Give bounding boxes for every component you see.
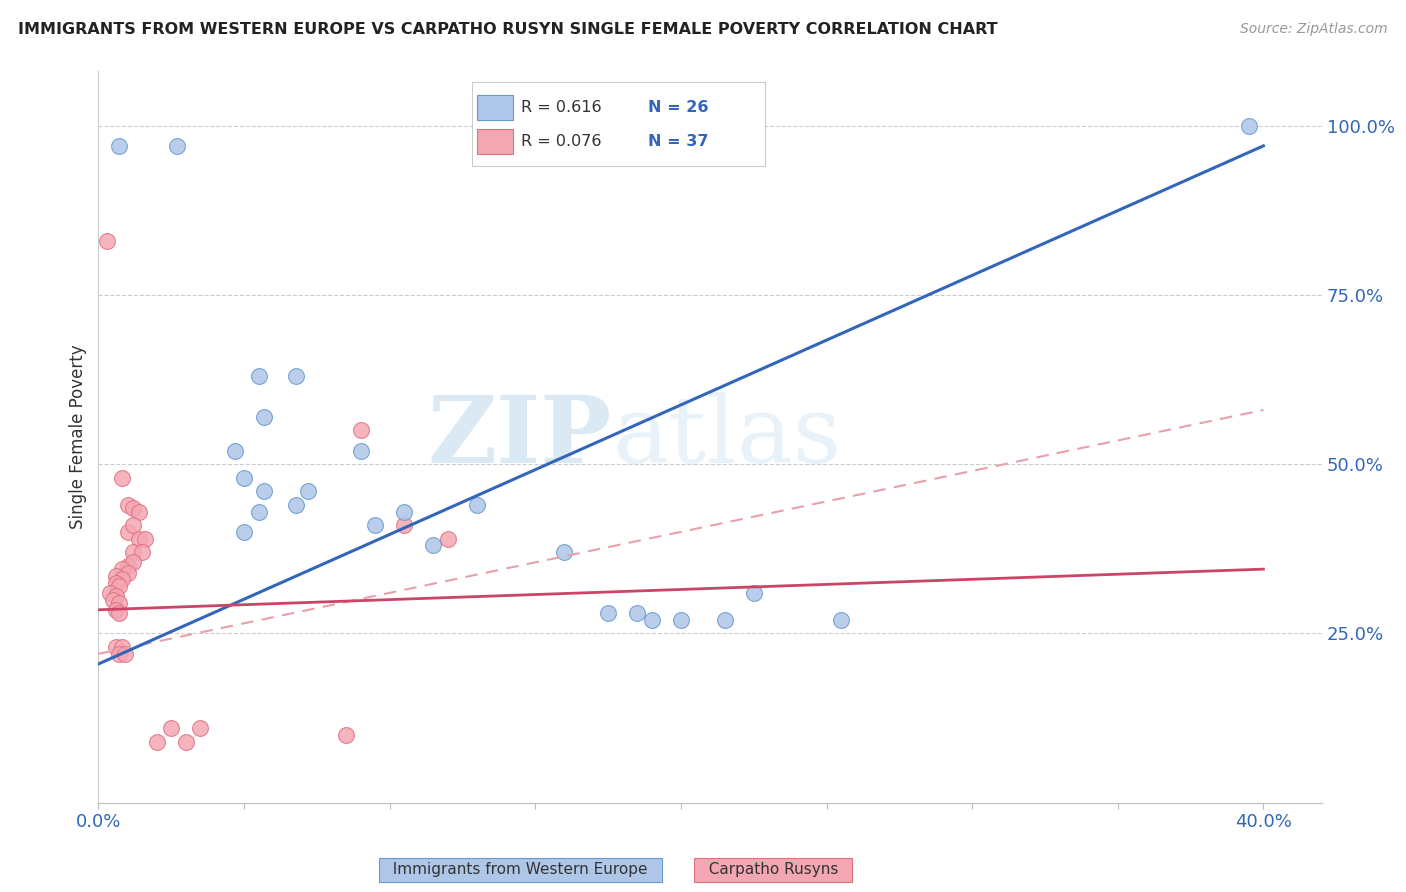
Point	[128, 532, 150, 546]
Point	[117, 498, 139, 512]
Point	[108, 596, 131, 610]
Point	[669, 613, 692, 627]
Point	[253, 409, 276, 424]
Point	[253, 484, 276, 499]
Point	[596, 606, 619, 620]
Point	[392, 518, 416, 533]
Text: IMMIGRANTS FROM WESTERN EUROPE VS CARPATHO RUSYN SINGLE FEMALE POVERTY CORRELATI: IMMIGRANTS FROM WESTERN EUROPE VS CARPAT…	[18, 22, 998, 37]
Point	[247, 505, 270, 519]
Point	[122, 518, 145, 533]
Point	[285, 498, 308, 512]
Point	[349, 443, 371, 458]
Point	[134, 532, 156, 546]
Point	[437, 532, 460, 546]
Point	[233, 524, 256, 539]
Point	[1237, 119, 1260, 133]
Point	[111, 471, 134, 485]
Text: ZIP: ZIP	[427, 392, 612, 482]
Point	[713, 613, 735, 627]
Point	[742, 586, 765, 600]
Point	[233, 471, 256, 485]
Point	[626, 606, 648, 620]
Point	[422, 538, 444, 552]
Text: Immigrants from Western Europe: Immigrants from Western Europe	[382, 863, 658, 877]
Point	[349, 423, 371, 437]
Point	[108, 606, 131, 620]
Point	[392, 505, 416, 519]
Point	[364, 518, 387, 533]
Point	[166, 139, 188, 153]
Point	[111, 572, 134, 586]
Point	[122, 555, 145, 569]
Point	[128, 505, 150, 519]
Point	[104, 640, 127, 654]
Point	[830, 613, 852, 627]
Point	[247, 369, 270, 384]
Point	[145, 735, 167, 749]
Point	[114, 647, 136, 661]
Point	[104, 589, 127, 603]
Point	[188, 721, 212, 735]
Text: Carpatho Rusyns: Carpatho Rusyns	[699, 863, 848, 877]
Point	[553, 545, 575, 559]
Point	[111, 562, 134, 576]
Point	[117, 558, 139, 573]
Point	[122, 545, 145, 559]
Point	[104, 575, 127, 590]
Point	[111, 640, 134, 654]
Point	[117, 524, 139, 539]
Point	[104, 603, 127, 617]
Point	[101, 592, 124, 607]
Point	[104, 569, 127, 583]
Point	[160, 721, 183, 735]
Point	[224, 443, 246, 458]
Point	[285, 369, 308, 384]
Point	[108, 647, 131, 661]
Y-axis label: Single Female Poverty: Single Female Poverty	[69, 345, 87, 529]
Point	[174, 735, 197, 749]
Point	[297, 484, 319, 499]
Text: atlas: atlas	[612, 392, 841, 482]
Point	[122, 501, 145, 516]
Text: Source: ZipAtlas.com: Source: ZipAtlas.com	[1240, 22, 1388, 37]
Point	[131, 545, 153, 559]
Point	[96, 234, 118, 248]
Point	[465, 498, 488, 512]
Point	[108, 139, 131, 153]
Point	[98, 586, 121, 600]
Point	[335, 728, 357, 742]
Point	[108, 579, 131, 593]
Point	[641, 613, 664, 627]
Point	[117, 566, 139, 580]
